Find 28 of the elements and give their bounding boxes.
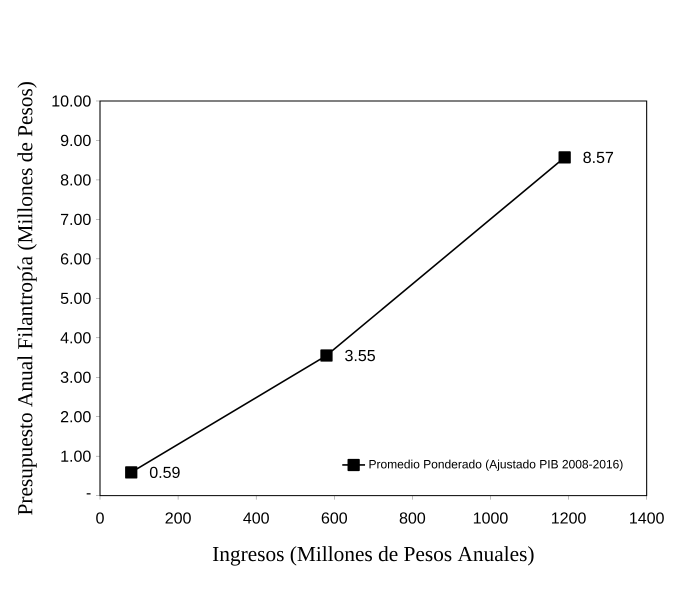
y-tick-label: 7.00 [60,214,91,226]
data-label: 3.55 [345,350,375,362]
y-tick-label: 9.00 [60,134,91,146]
x-tick-label: 200 [166,512,191,524]
x-tick-label: 400 [243,512,269,524]
y-tick-label: 6.00 [60,253,91,265]
x-tick-label: 600 [322,512,348,524]
legend-label: Promedio Ponderado (Ajustado PIB 2008-2016) [369,460,623,471]
x-tick-label: 1400 [630,512,664,524]
x-tick-label: 0 [96,512,104,524]
y-tick-label: 3.00 [60,372,91,383]
y-tick-label: 8.00 [60,174,91,186]
data-label: 8.57 [583,152,614,164]
x-tick-label: 800 [400,512,426,524]
point [125,466,138,478]
y-tick-label: 10.00 [52,95,91,107]
y-tick-label: 4.00 [60,332,91,344]
x-tick-label: 1000 [474,512,508,524]
x-axis-title: Ingresos (Millones de Pesos Anuales) [212,546,534,566]
y-tick-label: 1.00 [61,450,91,462]
x-tick-label: 1200 [552,512,586,524]
y-tick-label: 5.00 [60,292,91,304]
point [558,151,571,164]
y-axis-title: Presupuesto Anual Filantropía (Millones de Pesos) [17,82,37,515]
data-label: 0.59 [150,466,180,478]
point [320,349,333,362]
y-tick-label: 2.00 [60,411,91,422]
y-tick-label: - [86,493,91,494]
